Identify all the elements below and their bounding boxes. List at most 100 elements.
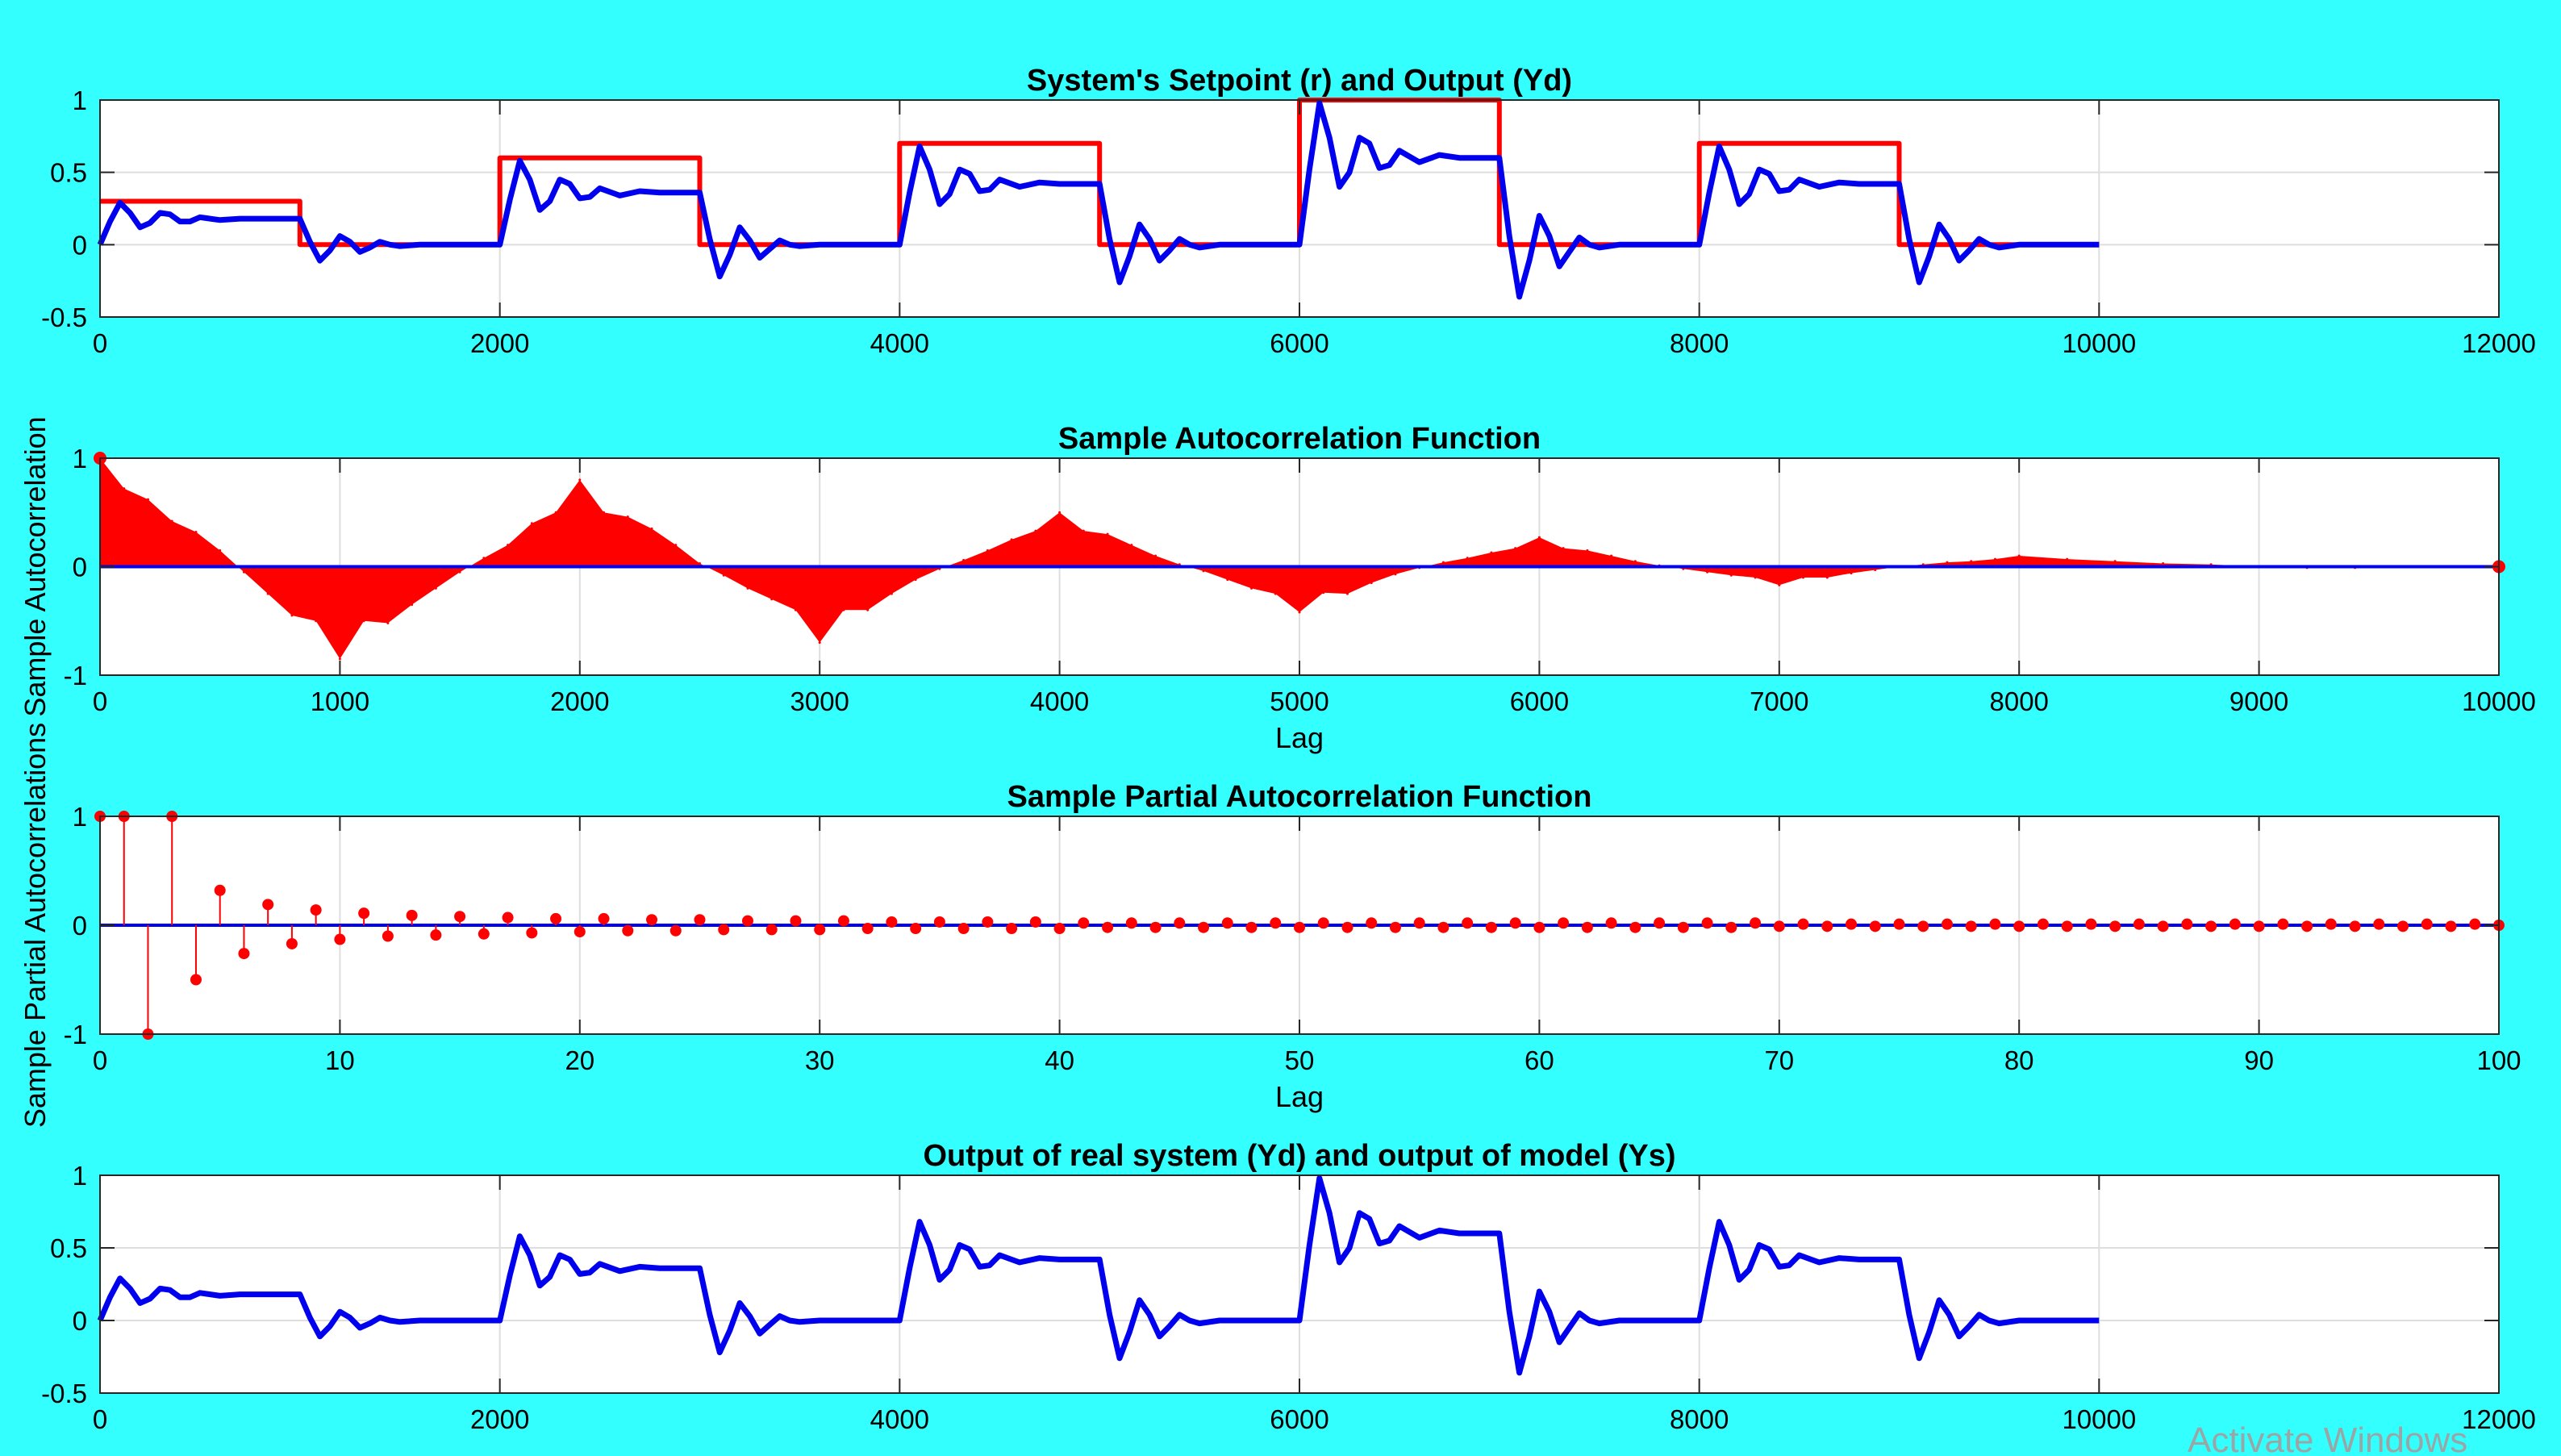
pacf-marker (502, 912, 514, 924)
pacf-marker (1941, 918, 1953, 930)
pacf-marker (933, 916, 945, 928)
acf-point (290, 614, 294, 617)
pacf-marker (2085, 918, 2097, 930)
pacf-marker (574, 926, 586, 938)
x-tick-label: 10000 (2462, 686, 2536, 716)
x-tick-label: 12000 (2462, 1404, 2536, 1434)
x-tick-label: 60 (1525, 1045, 1554, 1075)
pacf-marker (1797, 918, 1809, 930)
acf-point (411, 603, 414, 607)
pacf-marker (430, 929, 442, 941)
x-tick-label: 5000 (1270, 686, 1328, 716)
acf-point (1154, 554, 1157, 557)
x-tick-label: 1000 (311, 686, 369, 716)
pacf-marker (1245, 921, 1258, 933)
acf-point (1802, 576, 1805, 579)
pacf-marker (1629, 921, 1641, 933)
pacf-marker (2445, 920, 2457, 932)
acf-point (770, 598, 774, 601)
acf-point (578, 478, 582, 482)
acf-point (362, 620, 365, 623)
x-tick-label: 20 (565, 1045, 594, 1075)
acf-point (1706, 570, 1709, 574)
acf-point (1441, 561, 1445, 564)
x-tick-label: 6000 (1270, 1404, 1328, 1434)
pacf-marker (718, 924, 730, 936)
acf-point (1514, 547, 1517, 550)
acf-point (1970, 560, 1973, 563)
x-tick-label: 0 (93, 328, 107, 358)
pacf-marker (1053, 923, 1066, 935)
pacf-marker (406, 909, 418, 921)
x-tick-label: 7000 (1750, 686, 1808, 716)
acf-point (1130, 544, 1133, 547)
pacf-marker (1221, 917, 1233, 929)
acf-point (315, 620, 318, 623)
acf-point (194, 530, 198, 533)
pacf-marker (2397, 920, 2409, 932)
acf-point (1586, 549, 1589, 552)
y-tick-label: 0 (73, 1306, 87, 1336)
pacf-marker (1413, 917, 1425, 929)
x-tick-label: 50 (1285, 1045, 1315, 1075)
acf-point (1850, 572, 1853, 575)
x-tick-label: 9000 (2229, 686, 2288, 716)
pacf-marker (2277, 918, 2289, 930)
acf-point (1082, 529, 1085, 532)
pacf-marker (1462, 917, 1474, 929)
acf-point (842, 608, 845, 611)
y-tick-label: 1 (73, 802, 87, 832)
pacf-marker (1750, 917, 1762, 929)
pacf-marker (2253, 920, 2265, 932)
x-tick-label: 10000 (2062, 328, 2136, 358)
watermark-text: Activate Windows (2188, 1421, 2467, 1456)
pacf-marker (790, 915, 802, 927)
pacf-marker (1509, 917, 1521, 929)
y-tick-label: 1 (73, 1161, 87, 1191)
pacf-marker (526, 927, 538, 939)
x-tick-label: 8000 (1670, 1404, 1729, 1434)
acf-point (1610, 554, 1613, 557)
pacf-marker (982, 916, 994, 928)
acf-point (1250, 586, 1253, 590)
pacf-marker (1558, 917, 1570, 929)
pacf-marker (2133, 918, 2145, 930)
x-tick-label: 6000 (1510, 686, 1569, 716)
pacf-marker (1654, 917, 1666, 929)
pacf-marker (1102, 921, 1114, 933)
pacf-marker (1341, 921, 1353, 933)
pacf-marker (358, 907, 370, 920)
acf-point (1874, 569, 1877, 572)
y-tick-label: 1 (73, 444, 87, 474)
x-tick-label: 70 (1764, 1045, 1794, 1075)
acf-point (1993, 557, 1996, 561)
pacf-marker (1821, 920, 1833, 932)
x-tick-label: 2000 (550, 686, 609, 716)
acf-point (2017, 554, 2021, 557)
pacf-marker (238, 948, 250, 960)
x-tick-label: 0 (93, 1045, 107, 1075)
pacf-marker (2037, 918, 2049, 930)
pacf-marker (910, 923, 922, 935)
chart-1: 0 2000 4000 6000 8000 10000 12000-0.500.51Syst… (41, 64, 2536, 358)
pacf-marker (622, 924, 634, 937)
acf-point (2113, 560, 2117, 563)
acf-point (1825, 576, 1829, 579)
acf-point (1394, 573, 1397, 576)
pacf-marker (334, 933, 346, 945)
pacf-marker (837, 915, 849, 927)
pacf-marker (669, 924, 682, 937)
pacf-marker (646, 914, 658, 926)
acf-point (2162, 561, 2165, 565)
acf-point (266, 592, 269, 595)
acf-point (1345, 592, 1349, 595)
pacf-marker (1581, 921, 1593, 933)
y-tick-label: -1 (64, 661, 87, 690)
y-tick-label: 0 (73, 553, 87, 582)
pacf-marker (382, 930, 394, 942)
acf-point (626, 515, 629, 519)
pacf-marker (2349, 920, 2361, 932)
pacf-marker (2013, 920, 2025, 932)
acf-point (1058, 511, 1062, 514)
